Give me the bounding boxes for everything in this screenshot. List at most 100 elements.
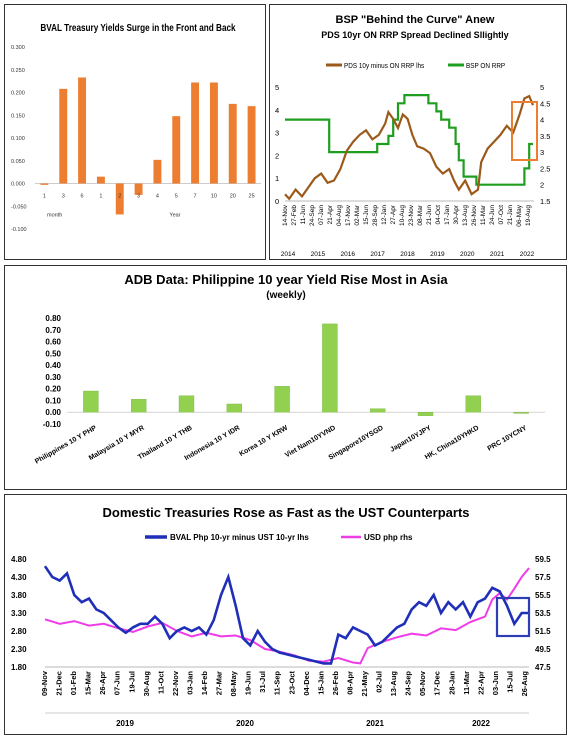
year-label: 2015 <box>311 251 326 258</box>
series-line-spread <box>284 94 535 201</box>
x-tick-label: 21-Jun <box>426 205 433 225</box>
bar <box>247 106 256 184</box>
y-tick-label: 0.20 <box>45 385 61 394</box>
y-tick-label: 0.80 <box>45 314 61 323</box>
bsp-chart-subtitle: PDS 10yr ON RRP Spread Declined Sllightl… <box>321 30 508 40</box>
x-tick-label: 01-Feb <box>69 671 78 696</box>
group-label: month <box>47 213 62 219</box>
x-tick-label: 23-Nov <box>408 204 415 226</box>
y-tick-label: 0.000 <box>11 182 25 188</box>
x-tick-label: 17-Dec <box>433 671 442 696</box>
y-right-tick-label: 4.5 <box>540 99 550 108</box>
x-tick-label: 26-Feb <box>331 671 340 696</box>
bar <box>78 77 87 184</box>
y-tick-label: 0.200 <box>11 91 25 97</box>
bval-yield-change-chart: BVAL Treasury Yields Surge in the Front … <box>11 22 261 233</box>
y-tick-label: -0.100 <box>11 227 27 233</box>
y-left-tick-label: 3.80 <box>11 591 27 600</box>
year-label: 2022 <box>520 251 535 258</box>
x-tick-label: 27-Feb <box>291 205 298 226</box>
x-tick-label: 15-Jul <box>505 671 514 693</box>
bar <box>172 116 181 184</box>
y-left-tick-label: 2.30 <box>11 645 27 654</box>
year-label: 2018 <box>400 251 415 258</box>
y-left-tick-label: 2 <box>275 151 279 160</box>
bar <box>83 390 99 413</box>
x-tick-label: 09-Nov <box>40 670 49 696</box>
x-tick-label: 26-Aug <box>520 671 529 697</box>
series-line-usdphp <box>44 567 530 665</box>
x-tick-label: 22-Nov <box>171 670 180 696</box>
year-label: 2016 <box>341 251 356 258</box>
y-left-tick-label: 5 <box>275 83 279 92</box>
x-tick-label: 23-Oct <box>287 670 296 694</box>
x-tick-label: 08-Mar <box>417 204 424 225</box>
y-right-tick-label: 57.5 <box>535 573 551 582</box>
y-tick-label: 0.40 <box>45 361 61 370</box>
bsp-spread-chart: BSP "Behind the Curve" Anew PDS 10yr ON … <box>275 14 550 258</box>
treasuries-panel: Domestic Treasuries Rose as Fast as the … <box>4 494 567 735</box>
x-tick-label: 05-Nov <box>418 670 427 696</box>
x-tick-label: 07-Jan <box>318 205 325 225</box>
y-left-tick-label: 1 <box>275 174 279 183</box>
x-tick-label: 6 <box>81 194 84 200</box>
y-tick-label: 0.050 <box>11 159 25 165</box>
x-tick-label: 2 <box>118 194 121 200</box>
x-tick-label: 03-Jun <box>491 671 500 696</box>
x-tick-label: 3 <box>62 194 65 200</box>
bar <box>226 403 243 413</box>
y-right-tick-label: 2.5 <box>540 164 550 173</box>
series-line-rrp <box>285 94 533 186</box>
y-right-tick-label: 51.5 <box>535 627 551 636</box>
x-tick-label: 5 <box>175 194 178 200</box>
year-label: 2014 <box>281 251 296 258</box>
y-tick-label: 0.60 <box>45 338 61 347</box>
adb-chart-title: ADB Data: Philippine 10 year Yield Rise … <box>124 272 448 287</box>
bar <box>96 176 105 184</box>
y-tick-label: 0.70 <box>45 326 61 335</box>
x-tick-label: 10 <box>211 194 217 200</box>
bar <box>228 103 237 184</box>
legend-label-rrp: BSP ON RRP <box>466 63 505 71</box>
y-tick-label: 0.250 <box>11 68 25 74</box>
x-tick-label: 21-May <box>360 670 369 696</box>
bar <box>370 408 386 413</box>
y-tick-label: 0.30 <box>45 373 61 382</box>
x-tick-label: 21-Dec <box>55 671 64 696</box>
x-tick-label: 06-May <box>516 204 523 226</box>
y-right-tick-label: 4 <box>540 116 544 125</box>
year-label: 2021 <box>490 251 505 258</box>
x-tick-label: 17-Jan <box>444 205 451 225</box>
y-right-tick-label: 3 <box>540 148 544 157</box>
y-tick-label: 0.50 <box>45 349 61 358</box>
x-tick-label: 30-Apr <box>453 204 460 224</box>
x-tick-label: 27-Mar <box>215 671 224 695</box>
x-tick-label: 04-Aug <box>336 205 343 226</box>
x-tick-label: 04-Oct <box>435 205 442 225</box>
y-left-tick-label: 4.30 <box>11 573 27 582</box>
x-tick-label: 13-Aug <box>462 205 469 226</box>
x-tick-label: 02-Mar <box>354 204 361 225</box>
year-label: 2022 <box>472 719 490 728</box>
x-tick-label: 26-Apr <box>98 671 107 695</box>
x-tick-label: 21-Jan <box>507 205 514 225</box>
bar <box>191 82 200 184</box>
x-tick-label: 07-Oct <box>498 205 505 225</box>
bar <box>322 323 338 413</box>
legend-label-bval: BVAL Php 10-yr minus UST 10-yr lhs <box>170 533 309 542</box>
series-line-bval <box>43 565 529 665</box>
x-tick-label: Philippines 10 Y PHP <box>34 425 98 466</box>
x-tick-label: 11-Oct <box>156 671 165 694</box>
legend-label-usdphp: USD php rhs <box>364 533 413 542</box>
year-label: 2020 <box>460 251 475 258</box>
bar <box>465 395 481 413</box>
x-tick-label: Korea 10 Y KRW <box>238 424 289 457</box>
x-tick-label: 08-Apr <box>345 671 354 695</box>
bar <box>209 82 218 184</box>
year-label: 2019 <box>116 719 134 728</box>
year-label: 2021 <box>366 719 384 728</box>
x-tick-label: 13-Aug <box>389 671 398 697</box>
bsp-chart-title: BSP "Behind the Curve" Anew <box>336 14 495 26</box>
highlight-box <box>495 596 531 638</box>
bval-yield-change-panel: BVAL Treasury Yields Surge in the Front … <box>4 4 266 260</box>
